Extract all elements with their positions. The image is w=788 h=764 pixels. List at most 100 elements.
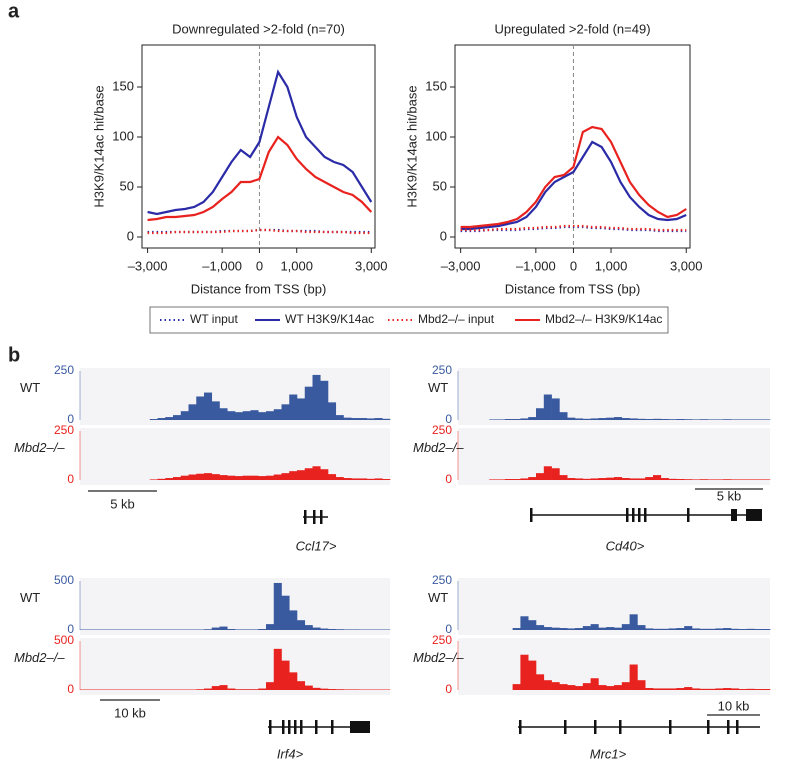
- coverage-bar: [731, 419, 739, 420]
- track-tick-label: 500: [54, 573, 74, 587]
- y-tick-label: 150: [425, 78, 447, 93]
- coverage-bar: [528, 417, 536, 420]
- coverage-bar: [669, 688, 677, 690]
- coverage-bar: [591, 478, 599, 480]
- coverage-bar: [489, 479, 497, 480]
- coverage-bar: [723, 688, 731, 690]
- coverage-bar: [282, 473, 290, 480]
- exon: [687, 508, 690, 522]
- coverage-bar: [212, 474, 220, 480]
- coverage-bar: [266, 476, 274, 480]
- coverage-bar: [266, 682, 274, 690]
- coverage-bar: [669, 419, 677, 420]
- gene-label: Irf4>: [277, 746, 304, 759]
- coverage-bar: [731, 629, 739, 630]
- coverage-bar: [227, 411, 235, 420]
- coverage-bar: [235, 476, 243, 480]
- panel-label: b: [8, 344, 20, 366]
- coverage-bar: [489, 419, 497, 420]
- exon: [644, 508, 647, 522]
- y-tick-label: 100: [425, 128, 447, 143]
- coverage-bar: [559, 628, 567, 630]
- x-tick-label: 0: [256, 258, 263, 273]
- exon: [707, 720, 710, 734]
- coverage-bar: [165, 478, 173, 480]
- chart-title: Downregulated >2-fold (n=70): [172, 21, 345, 36]
- coverage-bar: [762, 689, 770, 690]
- coverage-bar: [754, 419, 762, 420]
- y-tick-label: 50: [120, 178, 134, 193]
- coverage-bar: [220, 627, 228, 630]
- exon: [564, 720, 567, 734]
- track-tick-label: 250: [54, 363, 74, 377]
- coverage-bar: [344, 418, 352, 420]
- coverage-bar: [375, 478, 383, 480]
- gene-label: Ccl17>: [296, 538, 337, 553]
- track-bg: [80, 638, 390, 695]
- coverage-bar: [700, 689, 708, 690]
- coverage-bar: [274, 649, 282, 690]
- coverage-bar: [227, 476, 235, 480]
- exon: [619, 720, 622, 734]
- coverage-bar: [351, 478, 359, 480]
- coverage-bar: [528, 620, 536, 630]
- coverage-bar: [328, 629, 336, 630]
- legend-label: Mbd2–/– H3K9/K14ac: [545, 312, 662, 326]
- coverage-bar: [505, 419, 513, 420]
- coverage-bar: [497, 419, 505, 420]
- track-label: WT: [428, 380, 448, 395]
- coverage-bar: [313, 688, 321, 690]
- coverage-bar: [274, 583, 282, 630]
- coverage-bar: [165, 417, 173, 420]
- coverage-bar: [266, 624, 274, 630]
- exon: [304, 510, 307, 524]
- coverage-bar: [243, 476, 251, 480]
- coverage-bar: [669, 479, 677, 480]
- coverage-bar: [289, 672, 297, 690]
- coverage-bar: [204, 473, 212, 480]
- coverage-bar: [614, 628, 622, 630]
- exon: [288, 720, 291, 734]
- coverage-bar: [723, 628, 731, 630]
- coverage-bar: [336, 415, 344, 420]
- coverage-bar: [320, 629, 328, 630]
- coverage-bar: [536, 674, 544, 690]
- coverage-bar: [552, 682, 560, 690]
- scale-bar-label: 5 kb: [110, 496, 135, 511]
- coverage-bar: [513, 479, 521, 480]
- panel-label: a: [8, 0, 20, 22]
- coverage-bar: [739, 479, 747, 480]
- coverage-bar: [567, 685, 575, 690]
- coverage-bar: [367, 418, 375, 420]
- exon: [294, 720, 297, 734]
- track-bg: [80, 578, 390, 635]
- coverage-bar: [513, 419, 521, 420]
- coverage-bar: [196, 689, 204, 690]
- exon: [626, 508, 629, 522]
- gene-label: Mrc1>: [590, 746, 627, 759]
- coverage-bar: [297, 620, 305, 630]
- coverage-bar: [359, 418, 367, 420]
- coverage-bar: [614, 477, 622, 480]
- coverage-bar: [723, 419, 731, 420]
- track-tick-label: 250: [432, 633, 452, 647]
- coverage-bar: [715, 479, 723, 480]
- track-tick-label: 250: [432, 363, 452, 377]
- coverage-bar: [282, 661, 290, 690]
- coverage-bar: [251, 629, 259, 630]
- coverage-bar: [544, 627, 552, 630]
- coverage-bar: [305, 468, 313, 480]
- coverage-bar: [606, 627, 614, 630]
- coverage-bar: [661, 478, 669, 480]
- coverage-bar: [762, 629, 770, 630]
- coverage-bar: [708, 689, 716, 690]
- coverage-bar: [575, 478, 583, 480]
- x-tick-label: –1,000: [202, 258, 242, 273]
- coverage-bar: [297, 681, 305, 690]
- track-tick-label: 0: [445, 682, 452, 696]
- coverage-bar: [320, 381, 328, 420]
- track-tick-label: 0: [67, 472, 74, 486]
- coverage-bar: [754, 689, 762, 690]
- coverage-bar: [669, 628, 677, 630]
- coverage-bar: [289, 471, 297, 480]
